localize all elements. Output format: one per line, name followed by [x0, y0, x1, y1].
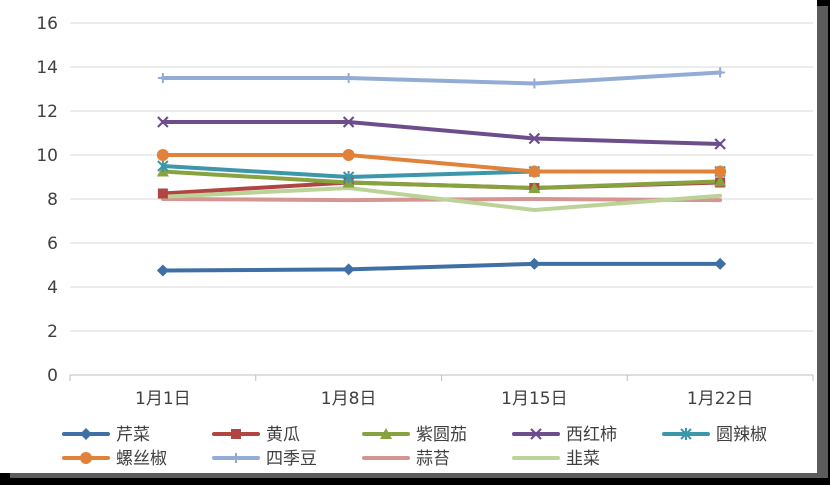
data-point: [715, 67, 726, 78]
x-tick-label: 1月8日: [321, 389, 377, 409]
legend-label: 圆辣椒: [716, 425, 767, 445]
data-point: [157, 73, 168, 83]
data-point: [157, 116, 169, 128]
data-point: [714, 257, 727, 270]
legend-label: 螺丝椒: [116, 449, 167, 469]
y-tick-label: 10: [36, 146, 58, 166]
legend-item: 芹菜: [62, 425, 150, 445]
legend-marker: [80, 452, 92, 464]
legend-marker: [680, 428, 692, 440]
data-point: [528, 182, 541, 193]
data-point: [714, 165, 727, 178]
data-point: [342, 149, 355, 161]
legend-item: 螺丝椒: [62, 449, 167, 469]
chart-panel: 0 2 4 6 8 10 12 14 16 1月1日 1月8日 1月15日 1月22日 芹菜 黄瓜 紫圆茄…: [0, 0, 817, 473]
x-axis-ticks: 1月1日 1月8日 1月15日 1月22日: [135, 389, 753, 409]
data-point: [342, 116, 355, 128]
series-line: [160, 261, 723, 273]
data-point: [156, 149, 169, 161]
y-tick-label: 14: [36, 58, 58, 78]
legend-marker: [80, 428, 92, 440]
y-tick-label: 16: [36, 14, 58, 34]
legend-item: 蒜苔: [362, 449, 450, 469]
legend-item: 黄瓜: [212, 425, 300, 445]
legend-marker: [380, 428, 392, 439]
y-tick-label: 6: [47, 234, 58, 254]
data-point: [343, 73, 354, 83]
legend-item: 西红柿: [512, 425, 617, 445]
y-axis-ticks: 0 2 4 6 8 10 12 14 16: [36, 14, 58, 386]
data-point: [528, 132, 541, 145]
data-point: [528, 165, 541, 178]
legend-item: 圆辣椒: [662, 425, 767, 445]
series-line: [160, 153, 723, 174]
legend-marker: [231, 429, 241, 439]
series-line: [160, 169, 723, 190]
line-chart: 0 2 4 6 8 10 12 14 16 1月1日 1月8日 1月15日 1月22日 芹菜 黄瓜 紫圆茄…: [36, 14, 814, 469]
data-point: [714, 138, 726, 150]
x-tick-label: 1月22日: [687, 389, 753, 409]
legend-item: 四季豆: [212, 449, 317, 469]
data-point: [157, 188, 168, 199]
legend-label: 蒜苔: [416, 449, 450, 469]
x-tick-label: 1月1日: [135, 389, 191, 409]
axes: [69, 374, 814, 381]
legend-marker: [231, 453, 241, 463]
legend-label: 紫圆茄: [416, 425, 467, 445]
y-tick-label: 2: [47, 322, 58, 342]
data-point: [342, 171, 355, 183]
legend-label: 四季豆: [266, 449, 317, 469]
y-tick-label: 0: [47, 366, 58, 386]
legend-label: 韭菜: [566, 449, 600, 469]
x-tick-label: 1月15日: [501, 389, 567, 409]
y-tick-label: 8: [47, 190, 58, 210]
y-tick-label: 4: [47, 278, 58, 298]
legend-item: 紫圆茄: [362, 425, 467, 445]
y-tick-label: 12: [36, 102, 58, 122]
data-point: [342, 263, 355, 276]
legend-item: 韭菜: [512, 449, 600, 469]
series-line: [160, 70, 723, 86]
series-lines: [160, 70, 723, 273]
data-point: [529, 78, 540, 89]
legend-label: 西红柿: [566, 425, 617, 445]
data-point: [528, 257, 541, 270]
data-point: [714, 175, 727, 187]
legend-label: 芹菜: [116, 425, 150, 445]
data-point: [157, 160, 169, 172]
gridlines: [70, 22, 813, 332]
legend-marker: [530, 428, 542, 440]
series-markers: [156, 67, 727, 277]
series-line: [160, 120, 723, 146]
series-line: [160, 186, 723, 212]
legend-label: 黄瓜: [266, 425, 300, 445]
data-point: [156, 264, 169, 277]
